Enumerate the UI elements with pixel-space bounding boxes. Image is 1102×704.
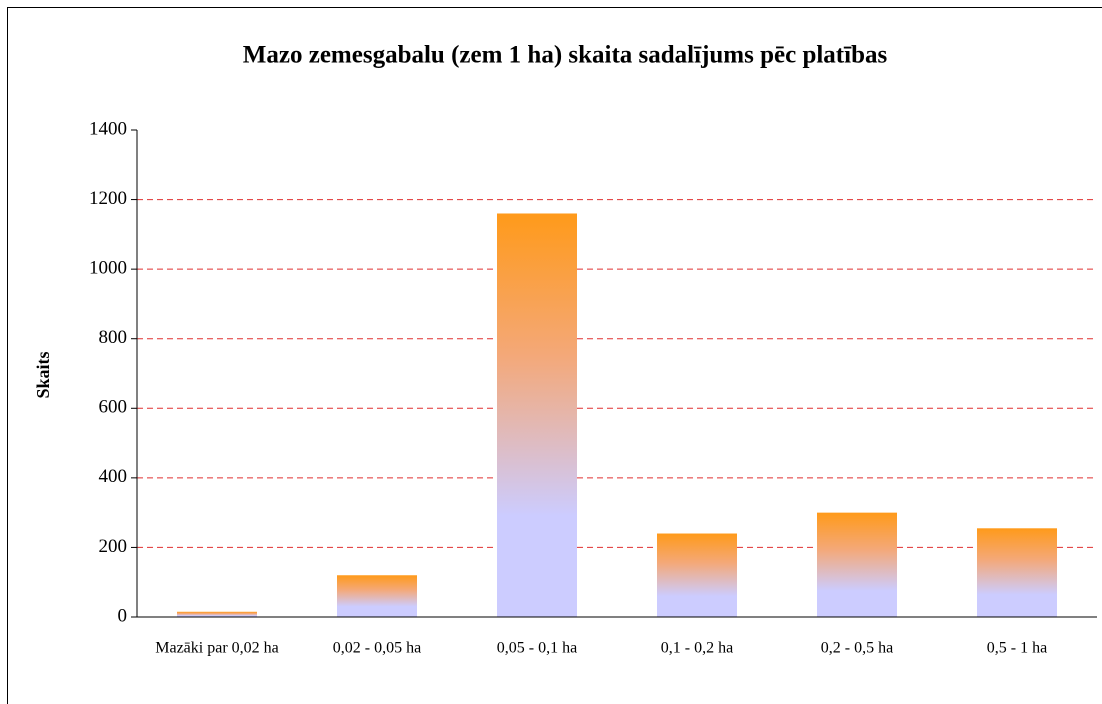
x-tick-label: 0,02 - 0,05 ha <box>333 640 421 657</box>
bar <box>337 575 417 617</box>
x-tick-label: 0,2 - 0,5 ha <box>821 640 893 657</box>
y-axis-label: Skaits <box>33 351 53 398</box>
y-tick-label: 1200 <box>89 188 127 209</box>
bar <box>977 528 1057 617</box>
y-tick-label: 200 <box>99 536 128 557</box>
bar <box>177 611 257 617</box>
y-tick-label: 800 <box>99 327 128 348</box>
x-tick-label: Mazāki par 0,02 ha <box>155 640 279 657</box>
y-tick-label: 0 <box>118 605 128 626</box>
y-tick-label: 600 <box>99 397 128 418</box>
y-tick-label: 1400 <box>89 118 127 139</box>
bar <box>657 533 737 617</box>
y-tick-label: 400 <box>99 466 128 487</box>
chart-title: Mazo zemesgabalu (zem 1 ha) skaita sadal… <box>243 42 888 69</box>
x-tick-label: 0,5 - 1 ha <box>987 640 1047 657</box>
bar <box>497 213 577 617</box>
x-tick-label: 0,05 - 0,1 ha <box>497 640 577 657</box>
x-tick-label: 0,1 - 0,2 ha <box>661 640 733 657</box>
y-tick-label: 1000 <box>89 258 127 279</box>
bar <box>817 512 897 617</box>
